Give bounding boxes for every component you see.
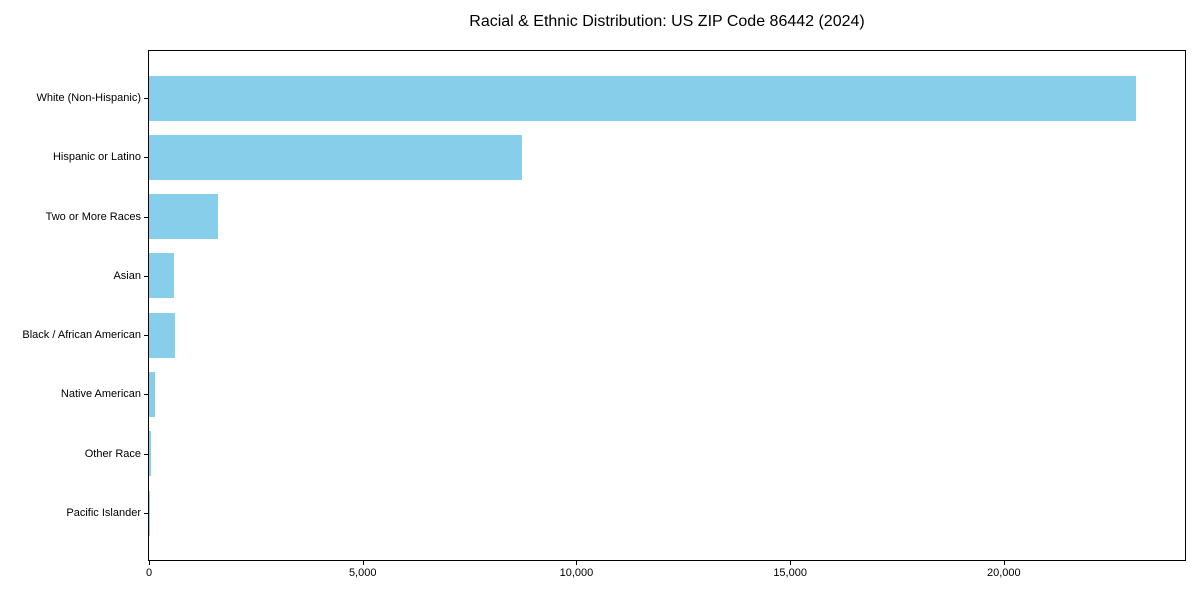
chart-title: Racial & Ethnic Distribution: US ZIP Cod… xyxy=(469,13,865,30)
bar-asian xyxy=(149,253,175,299)
y-tick-label-pacific-islander: Pacific Islander xyxy=(66,507,141,519)
y-tick-mark xyxy=(144,335,148,337)
x-tick-mark xyxy=(1003,561,1005,565)
x-tick-label-0: 0 xyxy=(145,567,153,579)
bar-two-or-more-races xyxy=(149,194,219,240)
plot-area xyxy=(148,50,1186,561)
y-tick-label-white-non-hispanic: White (Non-Hispanic) xyxy=(36,92,141,104)
y-tick-mark xyxy=(144,275,148,277)
y-tick-mark xyxy=(144,157,148,159)
y-tick-mark xyxy=(144,453,148,455)
y-tick-label-native-american: Native American xyxy=(60,388,141,401)
x-tick-label-5000: 5,000 xyxy=(348,567,377,579)
bar-black-african-american xyxy=(149,312,175,358)
x-tick-label-15000: 15,000 xyxy=(773,567,807,579)
bar-other-race xyxy=(149,431,151,477)
bar-native-american xyxy=(149,371,155,417)
y-tick-label-asian: Asian xyxy=(113,269,141,282)
x-tick-mark xyxy=(576,561,578,565)
x-tick-label-20000: 20,000 xyxy=(987,567,1021,579)
bar-hispanic-or-latino xyxy=(149,134,522,180)
x-tick-mark xyxy=(790,561,792,565)
x-tick-mark xyxy=(149,561,150,565)
x-tick-label-10000: 10,000 xyxy=(559,567,594,579)
y-tick-label-hispanic-or-latino: Hispanic or Latino xyxy=(52,151,141,164)
x-tick-mark xyxy=(362,561,364,565)
y-tick-label-other-race: Other Race xyxy=(84,447,141,460)
y-tick-mark xyxy=(144,513,148,514)
bar-white-non-hispanic xyxy=(149,75,1136,121)
y-tick-mark xyxy=(144,216,148,218)
y-tick-label-two-or-more-races: Two or More Races xyxy=(45,210,141,223)
y-tick-mark xyxy=(144,98,148,99)
y-tick-label-black-african-american: Black / African American xyxy=(22,329,141,342)
y-tick-mark xyxy=(144,394,148,396)
